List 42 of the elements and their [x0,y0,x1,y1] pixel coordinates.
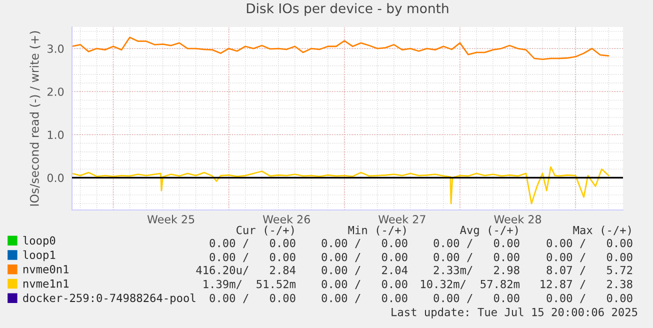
legend-label: nvme0n1 [24,264,69,274]
text: Max (-/+) [573,226,631,236]
text: 0.00 / 2.04 [322,266,408,276]
x-tick-label: Week 27 [378,214,426,224]
text: Last update: Tue Jul 15 20:00:06 2025 [392,308,638,318]
text: 0.00 / 0.00 [546,294,632,304]
y-tick-label: 0.0 [47,174,64,182]
text: 0.00 / 0.00 [210,294,296,304]
chart-title: Disk IOs per device - by month [246,3,448,16]
text: 0.00 / 0.00 [434,238,520,248]
x-tick-label: Week 28 [494,214,542,224]
y-tick-label: 1.0 [48,130,64,140]
text: 8.07 / 5.72 [546,266,632,276]
text: 0.00 / 0.00 [434,294,520,304]
y-tick-label: 2.0 [48,88,64,96]
text: 0.00 / 0.00 [546,252,632,262]
legend-label: loop0 [23,236,56,247]
text: 0.00 / 0.00 [322,280,408,290]
text: 1.39m/ 51.52m [204,280,296,290]
x-tick-label: Week 26 [262,214,310,224]
text: 0.00 / 0.00 [322,238,408,248]
text: 0.00 / 0.00 [322,252,408,262]
text: 0.00 / 0.00 [322,294,408,304]
x-tick-label: Week 25 [147,214,194,224]
text: 2.33m/ 2.98 [434,266,520,276]
text: 416.20u/ 2.84 [196,266,296,276]
text: Cur (-/+) [236,226,294,236]
line-series [72,166,610,204]
legend-label: nvme1n1 [24,280,69,288]
text: 0.00 / 0.00 [546,238,632,248]
legend-label: docker-259:0-74988264-pool [23,293,196,304]
text: Avg (-/+) [460,226,518,236]
legend-label: loop1 [23,250,56,262]
text: Min (-/+) [348,226,406,236]
text: 0.00 / 0.00 [210,252,296,262]
text: 0.00 / 0.00 [434,252,520,262]
text: 0.00 / 0.00 [210,238,296,248]
text: 10.32m/ 57.82m [420,280,520,290]
line-series [72,36,610,60]
y-tick-label: 3.0 [48,44,64,53]
text: 12.87 / 2.38 [540,280,632,290]
y-axis-title: IOs/second read (-) / write (+) [30,31,40,206]
